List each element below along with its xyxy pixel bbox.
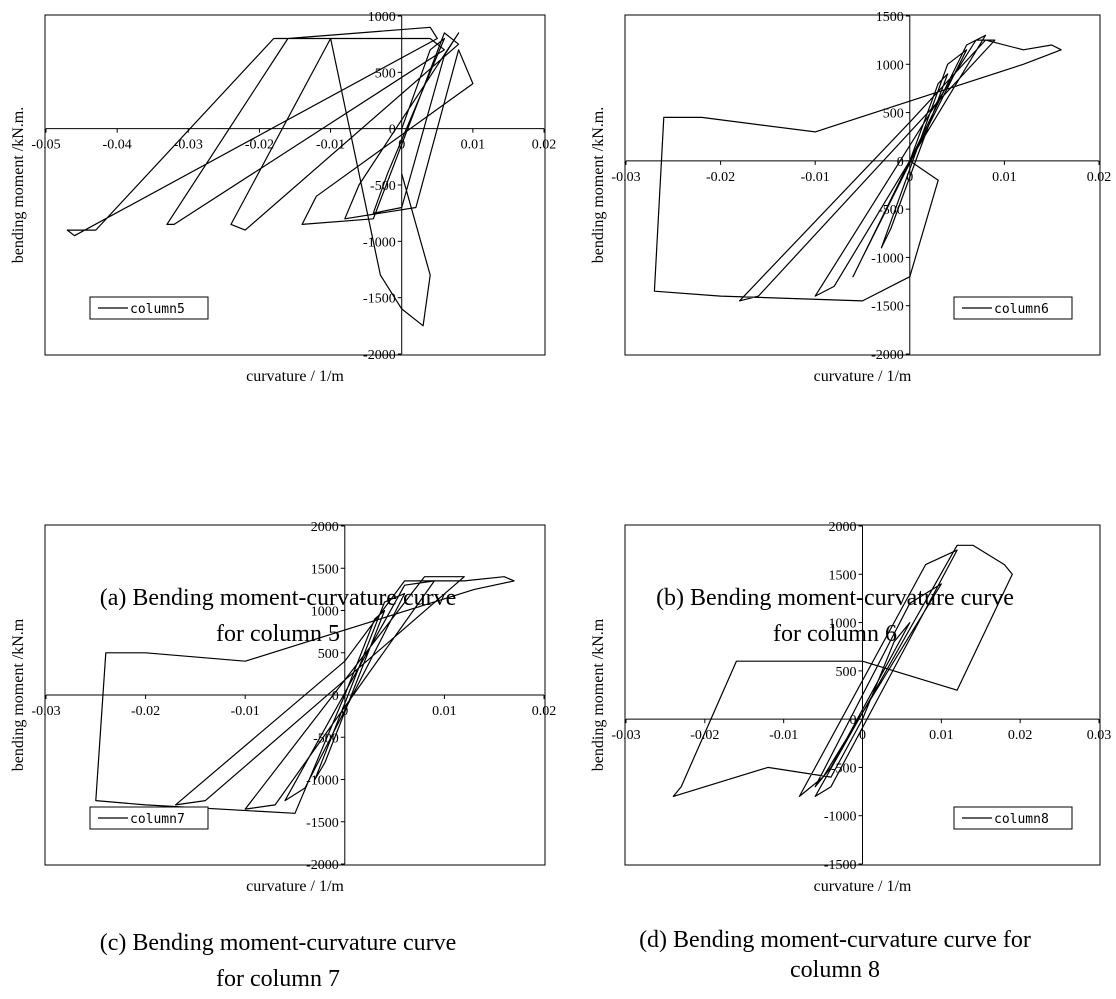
caption-a-line-1: (a) Bending moment-curvature curve bbox=[99, 585, 457, 611]
caption-d: (d) Bending moment-curvature curve for c… bbox=[575, 925, 1095, 985]
chart-c-x-tick-label: -0.01 bbox=[231, 704, 260, 719]
chart-d-legend-label: column8 bbox=[994, 812, 1049, 827]
chart-b-y-tick-label: 1500 bbox=[876, 10, 904, 25]
chart-c-y-tick-label: 500 bbox=[318, 647, 339, 662]
chart-d-y-tick-label: 1500 bbox=[829, 568, 857, 583]
caption-c-line-2: for column 7 bbox=[216, 966, 340, 992]
caption-b-line-2: for column 6 bbox=[773, 621, 897, 647]
chart-c-x-tick-label: 0.01 bbox=[432, 704, 457, 719]
chart-c-x-tick-label: -0.03 bbox=[31, 704, 60, 719]
chart-a-y-tick-label: -1500 bbox=[363, 292, 396, 307]
caption-b: (b) Bending moment-curvature curve for c… bbox=[575, 580, 1095, 652]
chart-d-y-tick-label: 1000 bbox=[829, 617, 857, 632]
chart-b-x-tick-label: 0.01 bbox=[992, 170, 1017, 185]
chart-c-legend-label: column7 bbox=[130, 812, 185, 827]
caption-c: (c) Bending moment-curvature curve for c… bbox=[18, 925, 538, 997]
chart-a-x-axis-title: curvature / 1/m bbox=[246, 368, 344, 385]
caption-a: (a) Bending moment-curvature curve for c… bbox=[18, 580, 538, 652]
chart-d-x-tick-label: 0.02 bbox=[1008, 728, 1033, 743]
caption-d-line-2: column 8 bbox=[790, 957, 880, 983]
chart-b-x-tick-label: -0.03 bbox=[611, 170, 640, 185]
chart-c: -0.03 -0.02 -0.01 0 0.01 0.022000150010005000… bbox=[10, 520, 556, 895]
chart-c-y-tick-label: -2000 bbox=[306, 858, 339, 873]
chart-c-x-tick-label: -0.02 bbox=[131, 704, 160, 719]
caption-d-line-1: (d) Bending moment-curvature curve for bbox=[639, 927, 1031, 953]
chart-b-frame bbox=[624, 14, 1101, 356]
caption-a-line-2: for column 5 bbox=[216, 621, 340, 647]
chart-a-x-tick-label: -0.03 bbox=[174, 138, 203, 153]
chart-a-x-tick-label: 0.01 bbox=[461, 138, 486, 153]
chart-a-y-tick-label: 0 bbox=[389, 123, 396, 138]
chart-b-y-tick-label: 1000 bbox=[876, 58, 904, 73]
chart-a-legend-box bbox=[89, 296, 209, 320]
chart-b-x-tick-label: -0.02 bbox=[706, 170, 735, 185]
chart-d-y-tick-label: 2000 bbox=[829, 520, 857, 535]
chart-a-x-tick-label: -0.05 bbox=[31, 138, 60, 153]
chart-a-legend-label: column5 bbox=[130, 302, 185, 317]
chart-d-y-axis-title: bending moment /kN.m bbox=[590, 618, 607, 771]
chart-c-legend-box bbox=[89, 806, 209, 830]
chart-d-x-tick-label: -0.01 bbox=[769, 728, 798, 743]
chart-c-x-tick-label: 0.02 bbox=[532, 704, 557, 719]
chart-a-y-axis-title: bending moment /kN.m. bbox=[10, 107, 27, 263]
caption-b-line-1: (b) Bending moment-curvature curve bbox=[656, 585, 1014, 611]
chart-d-y-tick-label: 0 bbox=[850, 713, 857, 728]
chart-d-x-tick-label: 0 bbox=[859, 728, 866, 743]
chart-a-y-tick-label: 500 bbox=[375, 66, 396, 81]
chart-b-series-column6 bbox=[653, 34, 1062, 302]
chart-d-series-column8 bbox=[672, 544, 1013, 798]
chart-d-y-tick-label: -1000 bbox=[824, 810, 857, 825]
chart-c-y-tick-label: 1500 bbox=[311, 562, 339, 577]
chart-a-x-tick-label: -0.01 bbox=[316, 138, 345, 153]
chart-a-y-tick-label: -2000 bbox=[363, 348, 396, 363]
chart-b-y-tick-label: 0 bbox=[897, 155, 904, 170]
chart-c-y-tick-label: 2000 bbox=[311, 520, 339, 535]
chart-a-legend: column5 bbox=[89, 296, 209, 320]
chart-d-y-tick-label: -1500 bbox=[824, 858, 857, 873]
chart-b-x-axis-title: curvature / 1/m bbox=[814, 368, 912, 385]
chart-c-series-column7 bbox=[95, 576, 515, 814]
chart-b-y-tick-label: -2000 bbox=[871, 348, 904, 363]
chart-b-x-tick-label: 0.02 bbox=[1087, 170, 1112, 185]
chart-c-y-tick-label: 1000 bbox=[311, 605, 339, 620]
chart-b-y-tick-label: -1000 bbox=[871, 251, 904, 266]
chart-b-y-axis-title: bending moment /kN.m. bbox=[590, 107, 607, 263]
chart-b-x-tick-label: -0.01 bbox=[801, 170, 830, 185]
chart-c-x-axis-title: curvature / 1/m bbox=[246, 878, 344, 895]
chart-b: -0.03 -0.02 -0.01 0 0.01 0.02150010005000-500… bbox=[590, 10, 1111, 385]
caption-c-line-1: (c) Bending moment-curvature curve bbox=[99, 930, 457, 956]
chart-d-y-tick-label: 500 bbox=[836, 665, 857, 680]
chart-a-y-tick-label: 1000 bbox=[368, 10, 396, 25]
chart-c-y-tick-label: 0 bbox=[332, 689, 339, 704]
chart-b-legend-label: column6 bbox=[994, 302, 1049, 317]
chart-a-y-tick-label: -1000 bbox=[363, 235, 396, 250]
chart-c-y-axis-title: bending moment /kN.m bbox=[10, 618, 27, 771]
chart-a-x-tick-label: -0.04 bbox=[103, 138, 132, 153]
chart-d-frame bbox=[624, 524, 1101, 866]
chart-d-x-tick-label: -0.03 bbox=[611, 728, 640, 743]
chart-b-legend: column6 bbox=[953, 296, 1073, 320]
chart-a-x-tick-label: 0.02 bbox=[532, 138, 557, 153]
chart-a-frame bbox=[44, 14, 546, 356]
chart-a-x-tick-label: -0.02 bbox=[245, 138, 274, 153]
chart-d-x-tick-label: 0.03 bbox=[1087, 728, 1112, 743]
chart-b-y-tick-label: -1500 bbox=[871, 300, 904, 315]
chart-d: -0.03 -0.02 -0.01 0 0.01 0.02 0.03 2000 1500 1000… bbox=[590, 520, 1111, 895]
chart-b-legend-box bbox=[953, 296, 1073, 320]
chart-c-legend: column7 bbox=[89, 806, 209, 830]
chart-c-frame bbox=[44, 524, 546, 866]
chart-d-legend-box bbox=[953, 806, 1073, 830]
chart-d-legend: column8 bbox=[953, 806, 1073, 830]
chart-d-x-tick-label: 0.01 bbox=[929, 728, 954, 743]
chart-a: -0.05 -0.04 -0.03 -0.02 -0.01 0 0.01 0.02 1000 50… bbox=[10, 10, 556, 385]
chart-a-series-column5 bbox=[66, 26, 474, 327]
chart-d-x-tick-label: -0.02 bbox=[690, 728, 719, 743]
chart-b-y-tick-label: 500 bbox=[883, 107, 904, 122]
chart-c-y-tick-label: -1500 bbox=[306, 816, 339, 831]
chart-d-x-axis-title: curvature / 1/m bbox=[814, 878, 912, 895]
chart-c-y-tick-label: -1000 bbox=[306, 774, 339, 789]
